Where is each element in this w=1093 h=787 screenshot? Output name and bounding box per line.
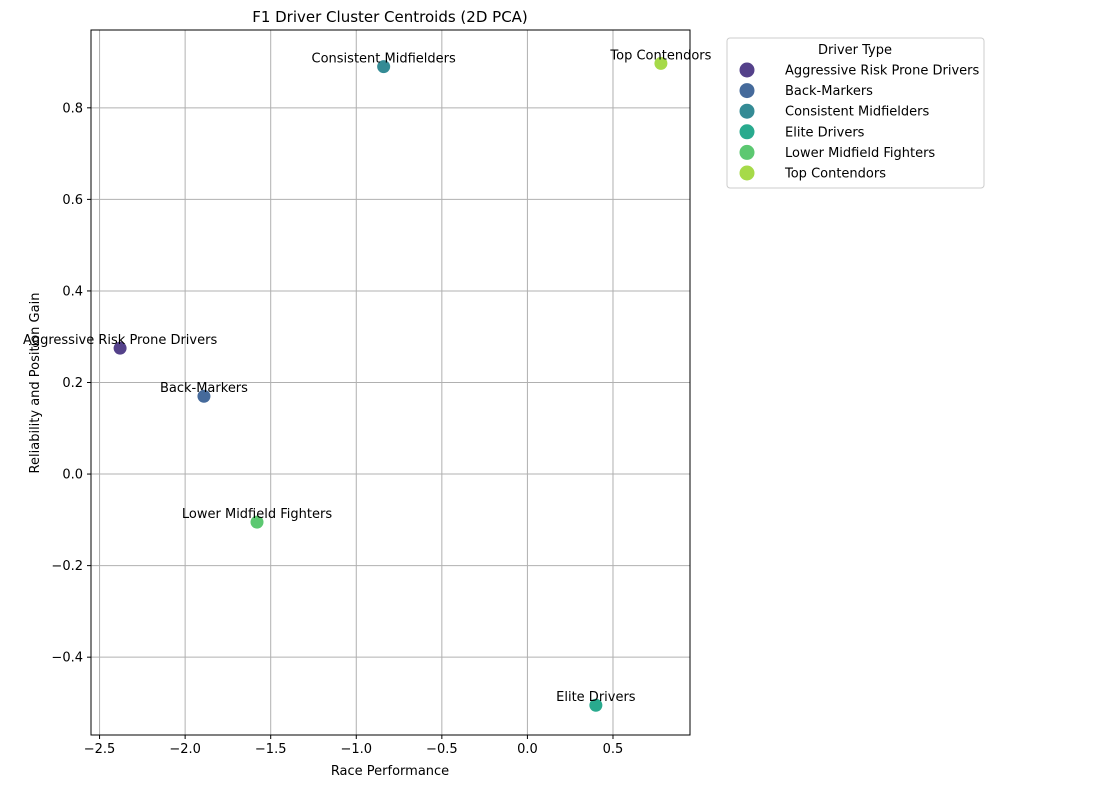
data-points <box>112 55 669 713</box>
legend-marker <box>739 83 755 99</box>
y-tick-label: 0.4 <box>62 284 83 299</box>
legend-marker <box>739 103 755 119</box>
y-tick-label: −0.4 <box>51 651 83 666</box>
point-label: Lower Midfield Fighters <box>182 507 332 522</box>
legend-box <box>726 37 985 189</box>
point-label: Back-Markers <box>160 381 248 396</box>
point-label: Elite Drivers <box>556 690 636 705</box>
point-label: Aggressive Risk Prone Drivers <box>23 333 218 348</box>
x-tick-label: −1.0 <box>340 742 372 757</box>
legend-title: Driver Type <box>818 43 892 58</box>
data-point <box>653 55 669 71</box>
x-tick-label: 0.0 <box>517 742 538 757</box>
legend: Driver Type Aggressive Risk Prone Driver… <box>726 37 985 189</box>
x-tick-label: 0.5 <box>603 742 624 757</box>
x-tick-label: −0.5 <box>426 742 458 757</box>
legend-label: Elite Drivers <box>785 125 865 140</box>
x-axis-label: Race Performance <box>331 764 449 779</box>
legend-marker <box>739 144 755 160</box>
data-point <box>588 697 604 713</box>
x-axis: −2.5 −2.0 −1.5 −1.0 −0.5 0.0 0.5 <box>84 735 624 757</box>
grid-lines <box>91 30 690 735</box>
plot-frame <box>90 29 691 736</box>
data-point <box>112 340 128 356</box>
point-labels: Aggressive Risk Prone Drivers Back-Marker… <box>23 48 712 705</box>
y-tick-label: 0.6 <box>62 193 83 208</box>
legend-marker <box>739 165 755 181</box>
y-tick-label: −0.2 <box>51 559 83 574</box>
y-axis: −0.4 −0.2 0.0 0.2 0.4 0.6 0.8 <box>51 101 91 666</box>
legend-marker <box>739 124 755 140</box>
data-point <box>249 514 265 530</box>
legend-label: Lower Midfield Fighters <box>785 146 935 161</box>
y-tick-label: 0.8 <box>62 101 83 116</box>
chart-title: F1 Driver Cluster Centroids (2D PCA) <box>252 8 528 26</box>
x-tick-label: −2.0 <box>169 742 201 757</box>
x-tick-label: −2.5 <box>84 742 116 757</box>
data-point <box>196 388 212 404</box>
legend-label: Top Contendors <box>784 167 886 182</box>
legend-marker <box>739 62 755 78</box>
y-tick-label: 0.0 <box>62 468 83 483</box>
legend-label: Consistent Midfielders <box>785 105 929 120</box>
legend-label: Back-Markers <box>785 84 873 99</box>
x-tick-label: −1.5 <box>255 742 287 757</box>
y-axis-label: Reliability and Position Gain <box>28 293 43 474</box>
data-point <box>376 59 392 75</box>
y-tick-label: 0.2 <box>62 376 83 391</box>
legend-label: Aggressive Risk Prone Drivers <box>785 64 980 79</box>
point-label: Consistent Midfielders <box>312 52 456 67</box>
point-label: Top Contendors <box>609 48 711 63</box>
